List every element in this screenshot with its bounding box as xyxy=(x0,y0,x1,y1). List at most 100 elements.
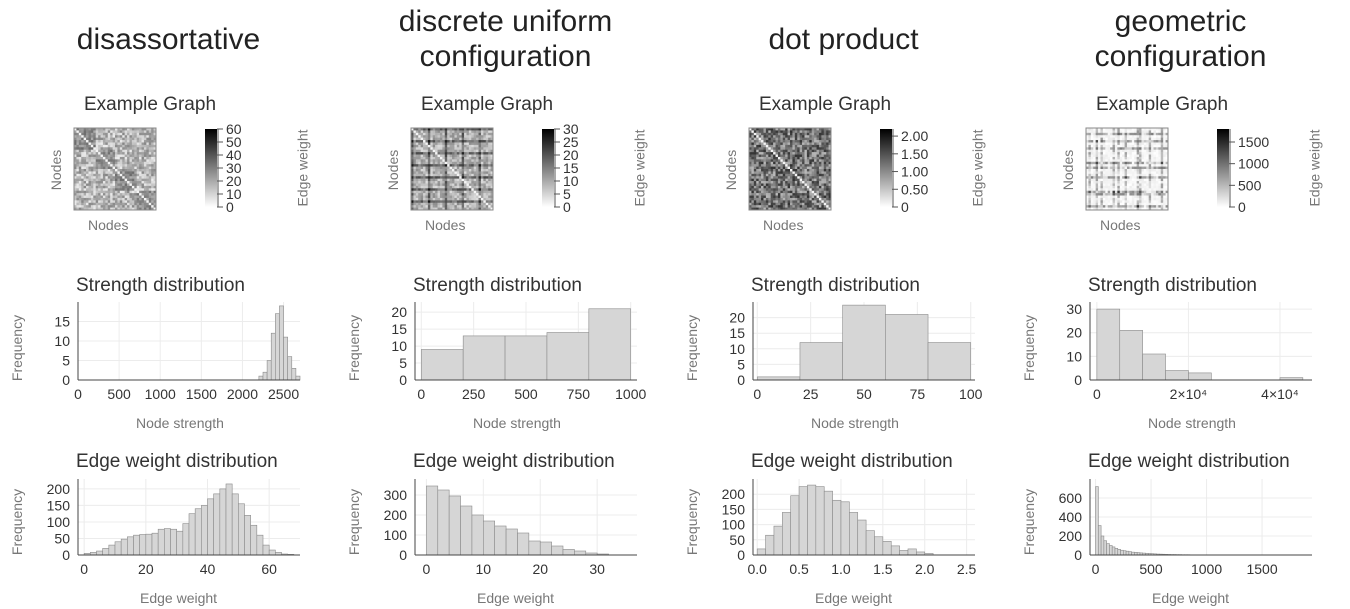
col2-heatmap-cell xyxy=(459,193,462,196)
col4-heatmap-cell xyxy=(1146,197,1150,201)
col2-heatmap-cell xyxy=(473,137,477,141)
col3-heatmap-cell xyxy=(806,164,810,167)
col3-heatmap-cell xyxy=(811,144,815,148)
col1-heatmap-cell xyxy=(86,140,89,143)
col3-heatmap-cell xyxy=(814,156,817,160)
col1-heatmap-cell xyxy=(74,169,77,172)
col2-heatmap-cell xyxy=(473,190,477,194)
col4-heatmap-cell xyxy=(1143,137,1147,141)
col3-heatmap-cell xyxy=(756,135,759,138)
col3-heatmap-cell xyxy=(782,169,786,172)
col4-heatmap-cell xyxy=(1122,132,1125,136)
col3-colorbar-label: 1.00 xyxy=(901,164,928,180)
col2-heatmap-cell xyxy=(447,130,450,134)
col2-heatmap-cell xyxy=(461,202,465,206)
col2-heatmap-cell xyxy=(430,130,434,134)
col3-heatmap-cell xyxy=(804,154,808,158)
col4-heatmap-cell xyxy=(1117,188,1121,192)
col2-heatmap-cell xyxy=(483,202,487,206)
col2-heatmap-cell xyxy=(430,197,434,201)
col4-heatmap-cell xyxy=(1165,140,1169,143)
col4-heatmap-cell xyxy=(1160,137,1164,141)
col4-heatmap-cell xyxy=(1105,152,1109,155)
col1-heatmap-cell xyxy=(86,142,89,146)
col2-heatmap-cell xyxy=(411,190,414,194)
col3-colorbar-label: 0 xyxy=(901,199,909,215)
col1-heatmap-cell xyxy=(143,200,147,204)
col1-heatmap-cell xyxy=(93,149,97,153)
col1-heatmap-cell xyxy=(134,176,138,179)
col2-heatmap-cell xyxy=(444,144,448,148)
col4-heatmap-cell xyxy=(1163,188,1166,192)
col2-heatmap-cell xyxy=(411,183,414,187)
col4-heatmap-cell xyxy=(1112,188,1116,192)
col1-heatmap-cell xyxy=(141,137,145,141)
col4-heatmap-cell xyxy=(1122,171,1125,175)
col2-heatmap-cell xyxy=(437,193,441,196)
col1-heatmap-cell xyxy=(153,190,157,194)
col3-heatmap-cell xyxy=(749,128,752,131)
col4-heatmap-cell xyxy=(1119,193,1123,196)
col3-heatmap-cell xyxy=(758,200,762,204)
col3-heatmap-cell xyxy=(751,173,755,177)
col2-heatmap-cell xyxy=(471,197,475,201)
col4-heatmap-cell xyxy=(1143,193,1147,196)
col4-heatmap-cell xyxy=(1095,142,1099,146)
col4-heatmap-cell xyxy=(1151,130,1154,134)
col2-heatmap-cell xyxy=(418,144,421,148)
col4-heatmap-cell xyxy=(1134,197,1137,201)
col4-heatmap-cell xyxy=(1158,164,1162,167)
col3-heatmap-cell xyxy=(756,132,759,136)
col2-heatmap-cell xyxy=(435,152,438,155)
col1-heatmap-cell xyxy=(139,156,142,160)
col4-heatmap-cell xyxy=(1114,128,1118,131)
col2-heatmap-cell xyxy=(430,128,434,131)
col4-heatmap-cell xyxy=(1102,144,1106,148)
col4-heatmap-cell xyxy=(1088,130,1092,134)
col2-heatmap-cell xyxy=(488,154,491,158)
col4-heatmap-cell xyxy=(1117,128,1121,131)
col4-heatmap-cell xyxy=(1107,144,1111,148)
col3-heatmap-cell xyxy=(821,181,825,184)
col1-heatmap-cell xyxy=(117,207,121,211)
col3-heatmap-cell xyxy=(826,197,829,201)
col3-heatmap-cell xyxy=(806,190,810,194)
col1-edge-bar xyxy=(213,493,221,556)
col3-heatmap-cell xyxy=(768,137,772,141)
col2-heatmap-cell xyxy=(478,176,482,179)
col1-heatmap-cell xyxy=(81,128,84,131)
col1-heatmap-cell xyxy=(74,188,77,192)
col2-heatmap-cell xyxy=(485,142,489,146)
col1-heatmap-cell xyxy=(76,147,80,151)
col4-heatmap-cell xyxy=(1141,171,1145,175)
col2-heatmap-cell xyxy=(425,128,429,131)
col3-heatmap-cell xyxy=(749,205,752,208)
col1-heatmap-cell xyxy=(98,185,101,189)
col4-heatmap-cell xyxy=(1124,144,1128,148)
col2-heatmap-cell xyxy=(449,156,453,160)
col4-heatmap-cell xyxy=(1136,166,1140,170)
col2-heatmap-cell xyxy=(490,161,494,165)
col1-heatmap-cell xyxy=(98,178,101,182)
col4-heatmap-cell xyxy=(1134,147,1137,151)
col4-heatmap-cell xyxy=(1117,169,1121,172)
col1-heatmap-cell xyxy=(139,128,142,131)
col4-heatmap-cell xyxy=(1160,195,1164,199)
col4-heatmap-cell xyxy=(1122,193,1125,196)
col1-heatmap-cell xyxy=(136,140,140,143)
col1-heatmap-cell xyxy=(148,178,152,182)
col2-heatmap-cell xyxy=(466,193,470,196)
col2-heatmap-cell xyxy=(439,144,443,148)
col2-heatmap-cell xyxy=(442,154,446,158)
col1-heatmap-cell xyxy=(86,164,89,167)
col4-heatmap-cell xyxy=(1151,173,1154,177)
col4-heatmap-cell xyxy=(1090,193,1094,196)
col1-heatmap-cell xyxy=(146,202,150,206)
col2-heatmap-cell xyxy=(464,130,467,134)
col2-heatmap-cell xyxy=(439,200,443,204)
col3-heatmap-cell xyxy=(751,161,755,165)
col4-heatmap-cell xyxy=(1136,173,1140,177)
col4-heatmap-frame xyxy=(1085,127,1169,211)
col4-heatmap-cell xyxy=(1151,137,1154,141)
col1-heatmap-cell xyxy=(143,147,147,151)
